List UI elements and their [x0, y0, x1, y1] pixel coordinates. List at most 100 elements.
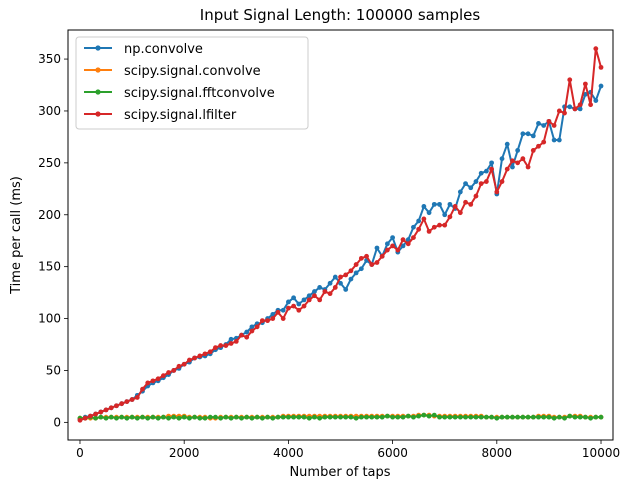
data-point	[442, 212, 448, 218]
data-point	[187, 415, 192, 421]
data-point	[171, 368, 177, 373]
data-point	[223, 414, 229, 420]
data-point	[108, 414, 114, 420]
data-point	[259, 318, 265, 324]
data-point	[197, 415, 203, 421]
data-point	[286, 299, 291, 305]
data-point	[447, 201, 453, 207]
data-point	[322, 289, 328, 294]
data-point	[541, 139, 547, 145]
data-point	[374, 414, 380, 420]
data-point	[358, 255, 364, 261]
data-point	[312, 289, 317, 294]
data-point	[312, 414, 317, 420]
legend: np.convolve scipy.signal.convolve scipy.si…	[75, 36, 309, 130]
data-point	[463, 199, 468, 205]
data-point	[483, 179, 489, 184]
data-point	[124, 399, 130, 404]
data-point	[280, 307, 286, 313]
data-point	[338, 414, 343, 420]
data-point	[317, 415, 323, 421]
data-point	[181, 414, 187, 420]
data-point	[405, 413, 411, 419]
data-point	[499, 414, 505, 420]
legend-marker	[95, 89, 101, 95]
data-point	[416, 218, 422, 224]
data-point	[228, 415, 234, 421]
data-point	[567, 77, 573, 83]
data-point	[280, 316, 286, 321]
data-point	[556, 414, 562, 420]
data-point	[489, 414, 494, 420]
data-point	[124, 415, 130, 421]
data-point	[296, 307, 302, 313]
data-point	[155, 376, 161, 382]
data-point	[384, 241, 390, 247]
data-point	[369, 262, 375, 267]
data-point	[218, 415, 224, 421]
data-point	[494, 189, 500, 195]
x-tick-label: 2000	[169, 446, 200, 460]
data-point	[551, 137, 557, 143]
data-point	[176, 363, 182, 369]
data-point	[437, 414, 442, 420]
plot-area	[67, 29, 614, 441]
data-point	[98, 409, 104, 415]
data-point	[239, 332, 244, 338]
data-point	[520, 156, 526, 162]
data-point	[510, 158, 515, 164]
data-point	[416, 226, 422, 232]
data-point	[197, 353, 203, 359]
data-point	[577, 414, 583, 420]
data-point	[82, 415, 88, 421]
data-point	[582, 91, 588, 97]
data-point	[546, 414, 552, 420]
data-point	[332, 274, 338, 280]
data-point	[577, 106, 583, 112]
data-point	[301, 297, 307, 303]
data-point	[478, 181, 484, 187]
x-tick-label: 10000	[582, 446, 620, 460]
data-point	[171, 414, 177, 420]
data-point	[270, 415, 276, 421]
legend-marker	[95, 67, 101, 73]
y-tick-label: 350	[38, 52, 61, 66]
data-point	[369, 414, 375, 420]
series-1	[77, 83, 604, 422]
data-point	[499, 179, 505, 184]
x-tick-label: 6000	[377, 446, 408, 460]
data-point	[244, 414, 250, 420]
data-point	[562, 110, 567, 116]
data-point	[353, 262, 359, 267]
data-point	[473, 179, 479, 184]
data-point	[593, 414, 599, 420]
data-point	[489, 166, 494, 172]
y-tick-label: 0	[53, 415, 61, 429]
data-point	[343, 287, 349, 292]
data-point	[510, 164, 515, 170]
data-point	[249, 328, 255, 334]
data-point	[207, 349, 213, 355]
data-point	[421, 216, 427, 222]
y-axis: 0 50 100 150 200 250 300 350	[38, 52, 68, 429]
data-point	[358, 266, 364, 272]
data-point	[275, 414, 281, 420]
data-point	[416, 413, 422, 419]
data-point	[411, 414, 416, 420]
data-point	[296, 414, 302, 420]
data-point	[577, 102, 583, 108]
data-point	[426, 228, 432, 234]
data-point	[166, 370, 171, 375]
data-point	[286, 305, 291, 311]
data-point	[379, 253, 385, 259]
data-point	[504, 141, 510, 147]
data-point	[119, 414, 125, 420]
data-point	[312, 293, 317, 299]
data-point	[478, 170, 484, 176]
data-point	[327, 291, 333, 297]
data-point	[515, 160, 521, 166]
data-point	[218, 343, 224, 348]
data-point	[525, 131, 531, 137]
data-point	[223, 343, 229, 348]
